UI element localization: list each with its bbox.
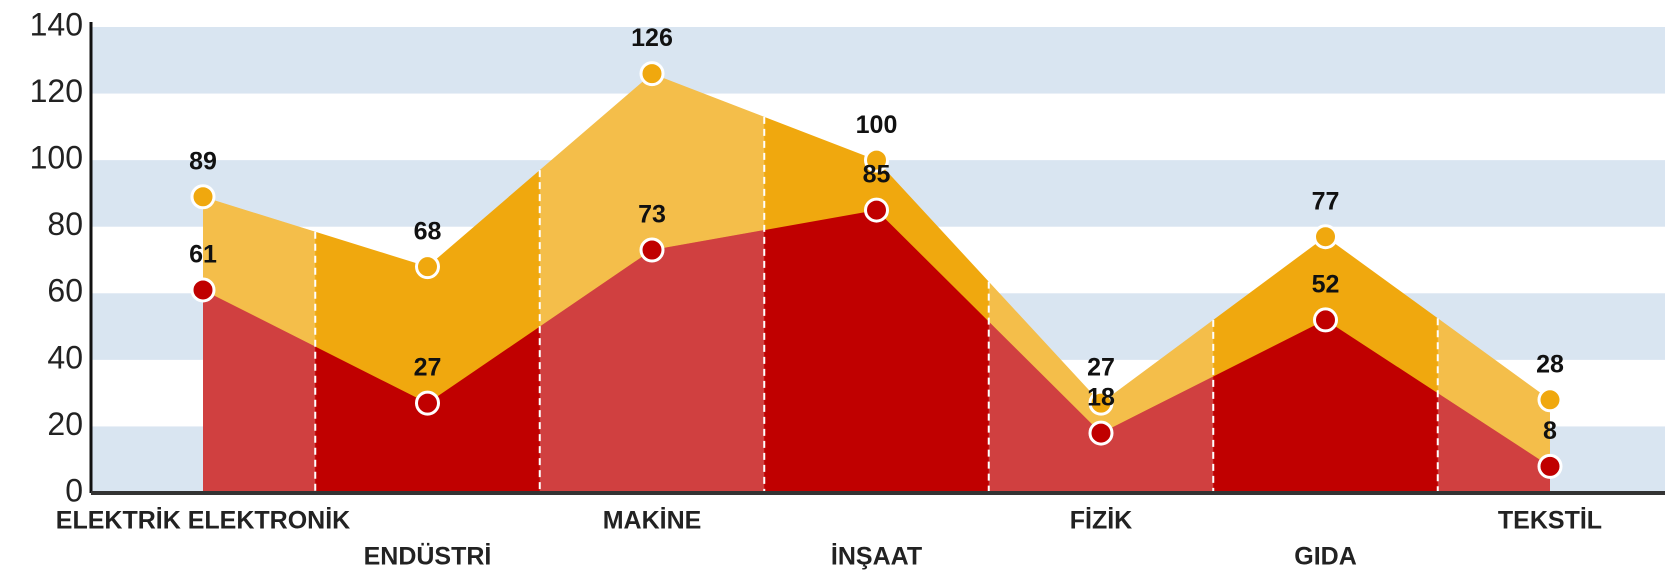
data-label: 61 [189,241,217,269]
data-label: 8 [1543,417,1557,445]
y-tick-label: 60 [47,273,83,309]
data-label: 68 [414,217,442,245]
x-tick-label: İNŞAAT [831,543,922,571]
point [1313,224,1338,250]
point [639,61,665,87]
data-label: 18 [1087,384,1115,412]
point [190,184,216,210]
y-tick-label: 120 [30,73,83,109]
y-tick-label: 40 [47,339,83,375]
point [639,237,665,263]
data-label: 27 [1087,354,1115,382]
x-tick-label: GIDA [1294,543,1357,571]
point [1313,307,1338,333]
data-label: 77 [1312,187,1340,215]
point [1537,387,1563,413]
grid-band [91,27,1665,94]
x-tick-label: ELEKTRİK ELEKTRONİK [56,507,350,535]
data-label: 100 [856,111,898,139]
data-label: 89 [189,147,217,175]
x-tick-label: MAKİNE [603,507,702,535]
data-label: 27 [414,354,442,382]
point [864,197,889,223]
x-tick-label: ENDÜSTRİ [364,542,492,571]
point [1088,390,1114,416]
y-tick-label: 0 [65,472,83,508]
y-tick-label: 20 [47,406,83,442]
data-label: 52 [1312,271,1340,299]
point [1088,420,1114,446]
data-label: 85 [863,161,891,189]
y-tick-label: 140 [30,6,83,42]
point [415,254,440,280]
data-label: 28 [1536,350,1564,378]
x-tick-label: FİZİK [1070,507,1133,535]
point [190,277,216,303]
point [1537,453,1563,479]
point [415,390,440,416]
y-tick-label: 100 [30,140,83,176]
x-tick-label: TEKSTİL [1498,507,1602,535]
y-tick-label: 80 [47,206,83,242]
point [864,147,889,173]
data-label: 126 [631,24,673,52]
data-label: 73 [638,201,666,229]
